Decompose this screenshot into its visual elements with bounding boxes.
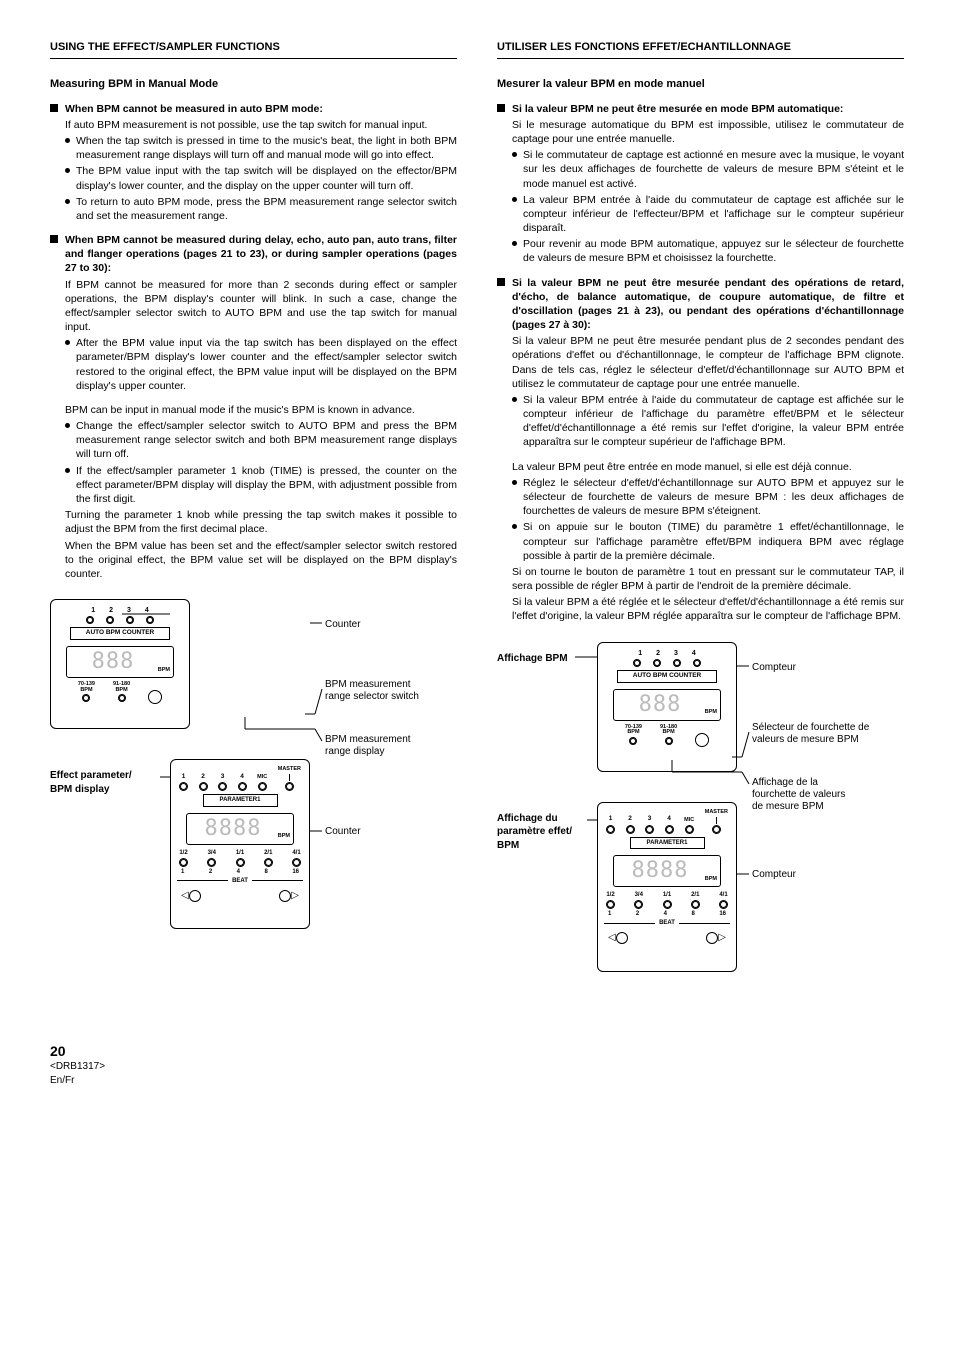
section-heading-left: USING THE EFFECT/SAMPLER FUNCTIONS bbox=[50, 40, 457, 59]
led-icon bbox=[86, 616, 94, 624]
panel-lower-r: 1 2 3 4 MIC MASTER PARAMETER1 8888BPM 1/… bbox=[597, 802, 737, 972]
range-knob bbox=[148, 690, 162, 704]
callout-rangedisp-r: Affichage de la fourchette de valeurs de… bbox=[752, 777, 845, 813]
panel-upper-r: 1234 AUTO BPM COUNTER 888BPM 70-139 BPM … bbox=[597, 642, 737, 772]
rb2-p4: Si la valeur BPM entrée à l'aide du comm… bbox=[523, 393, 904, 450]
b2-p4: After the BPM value input via the tap sw… bbox=[76, 336, 457, 393]
subheading-right: Mesurer la valeur BPM en mode manuel bbox=[497, 77, 904, 92]
b2-p6c: When the BPM value has been set and the … bbox=[65, 539, 457, 582]
b2-p6: If the effect/sampler parameter 1 knob (… bbox=[76, 464, 457, 507]
rb1-intro: Si le mesurage automatique du BPM est im… bbox=[512, 118, 904, 146]
next-icon: ▷ bbox=[291, 891, 299, 901]
block-1-right: Si la valeur BPM ne peut être mesurée en… bbox=[497, 102, 904, 266]
b1-intro: If auto BPM measurement is not possible,… bbox=[65, 118, 457, 132]
rb2-p6c: Si la valeur BPM a été réglée et le séle… bbox=[512, 595, 904, 623]
panel-upper: 1234 AUTO BPM COUNTER 888BPM 70-139 BPM … bbox=[50, 599, 190, 729]
callout-rangesel-r: Sélecteur de fourchette de valeurs de me… bbox=[752, 722, 869, 746]
rb2-p6b: Si on tourne le bouton de paramètre 1 to… bbox=[512, 565, 904, 593]
block-2-right: Si la valeur BPM ne peut être mesurée pe… bbox=[497, 276, 904, 624]
doc-lang: En/Fr bbox=[50, 1074, 904, 1088]
callout-rangedisp: BPM measurement range display bbox=[325, 734, 411, 758]
diagram-right: Affichage BPM Affichage du paramètre eff… bbox=[497, 642, 904, 1012]
rb1-p2: La valeur BPM entrée à l'aide du commuta… bbox=[523, 193, 904, 236]
block-1-left: When BPM cannot be measured in auto BPM … bbox=[50, 102, 457, 223]
section-heading-right: UTILISER LES FONCTIONS EFFET/ECHANTILLON… bbox=[497, 40, 904, 59]
prev-icon: ◁ bbox=[181, 891, 189, 901]
bpm-counter-lower: 8888BPM bbox=[186, 813, 294, 845]
lbl-eff-param: Effect parameter/ BPM display bbox=[50, 769, 132, 796]
callout-counter-2r: Compteur bbox=[752, 869, 796, 881]
lbl-eff-param-r: Affichage du paramètre effet/ BPM bbox=[497, 812, 572, 853]
panel-lower: 1 2 3 4 MIC MASTER PARAMETER1 8888BPM 1/… bbox=[170, 759, 310, 929]
b2-title: When BPM cannot be measured during delay… bbox=[65, 234, 457, 274]
rb1-title: Si la valeur BPM ne peut être mesurée en… bbox=[512, 103, 843, 115]
b2-p5: Change the effect/sampler selector switc… bbox=[76, 419, 457, 462]
rb2-p5: Réglez le sélecteur d'effet/d'échantillo… bbox=[523, 476, 904, 519]
next-icon: ▷ bbox=[718, 933, 726, 943]
rb2-p6: Si on appuie sur le bouton (TIME) du par… bbox=[523, 520, 904, 563]
b1-p3: To return to auto BPM mode, press the BP… bbox=[76, 195, 457, 223]
lbl-bpm-display-r: Affichage BPM bbox=[497, 652, 568, 666]
b1-title: When BPM cannot be measured in auto BPM … bbox=[65, 103, 323, 115]
main-columns: USING THE EFFECT/SAMPLER FUNCTIONS Measu… bbox=[50, 40, 904, 1012]
right-column: UTILISER LES FONCTIONS EFFET/ECHANTILLON… bbox=[497, 40, 904, 1012]
block-2-left: When BPM cannot be measured during delay… bbox=[50, 233, 457, 581]
page-footer: 20 <DRB1317> En/Fr bbox=[50, 1042, 904, 1088]
callout-counter-2: Counter bbox=[325, 826, 361, 838]
rb1-p3: Pour revenir au mode BPM automatique, ap… bbox=[523, 237, 904, 265]
rb2-known: La valeur BPM peut être entrée en mode m… bbox=[512, 460, 904, 474]
callout-counter-1: Counter bbox=[325, 619, 361, 631]
doc-code: <DRB1317> bbox=[50, 1060, 904, 1074]
b1-p2: The BPM value input with the tap switch … bbox=[76, 164, 457, 192]
rb1-p1: Si le commutateur de captage est actionn… bbox=[523, 148, 904, 191]
rb2-title: Si la valeur BPM ne peut être mesurée pe… bbox=[512, 277, 904, 332]
left-column: USING THE EFFECT/SAMPLER FUNCTIONS Measu… bbox=[50, 40, 457, 1012]
rb2-intro: Si la valeur BPM ne peut être mesurée pe… bbox=[512, 334, 904, 391]
page-number: 20 bbox=[50, 1042, 904, 1061]
prev-icon: ◁ bbox=[608, 933, 616, 943]
param1-label: PARAMETER1 bbox=[203, 794, 278, 806]
bpm-counter-upper: 888BPM bbox=[66, 646, 174, 678]
b2-p6b: Turning the parameter 1 knob while press… bbox=[65, 508, 457, 536]
callout-rangesel: BPM measurement range selector switch bbox=[325, 679, 419, 703]
subheading-left: Measuring BPM in Manual Mode bbox=[50, 77, 457, 92]
diagram-left: BPM display Effect parameter/ BPM displa… bbox=[50, 599, 457, 969]
b1-p1: When the tap switch is pressed in time t… bbox=[76, 134, 457, 162]
b2-intro: If BPM cannot be measured for more than … bbox=[65, 278, 457, 335]
auto-bpm-label: AUTO BPM COUNTER bbox=[70, 627, 170, 640]
b2-known: BPM can be input in manual mode if the m… bbox=[65, 403, 457, 417]
callout-counter-1r: Compteur bbox=[752, 662, 796, 674]
